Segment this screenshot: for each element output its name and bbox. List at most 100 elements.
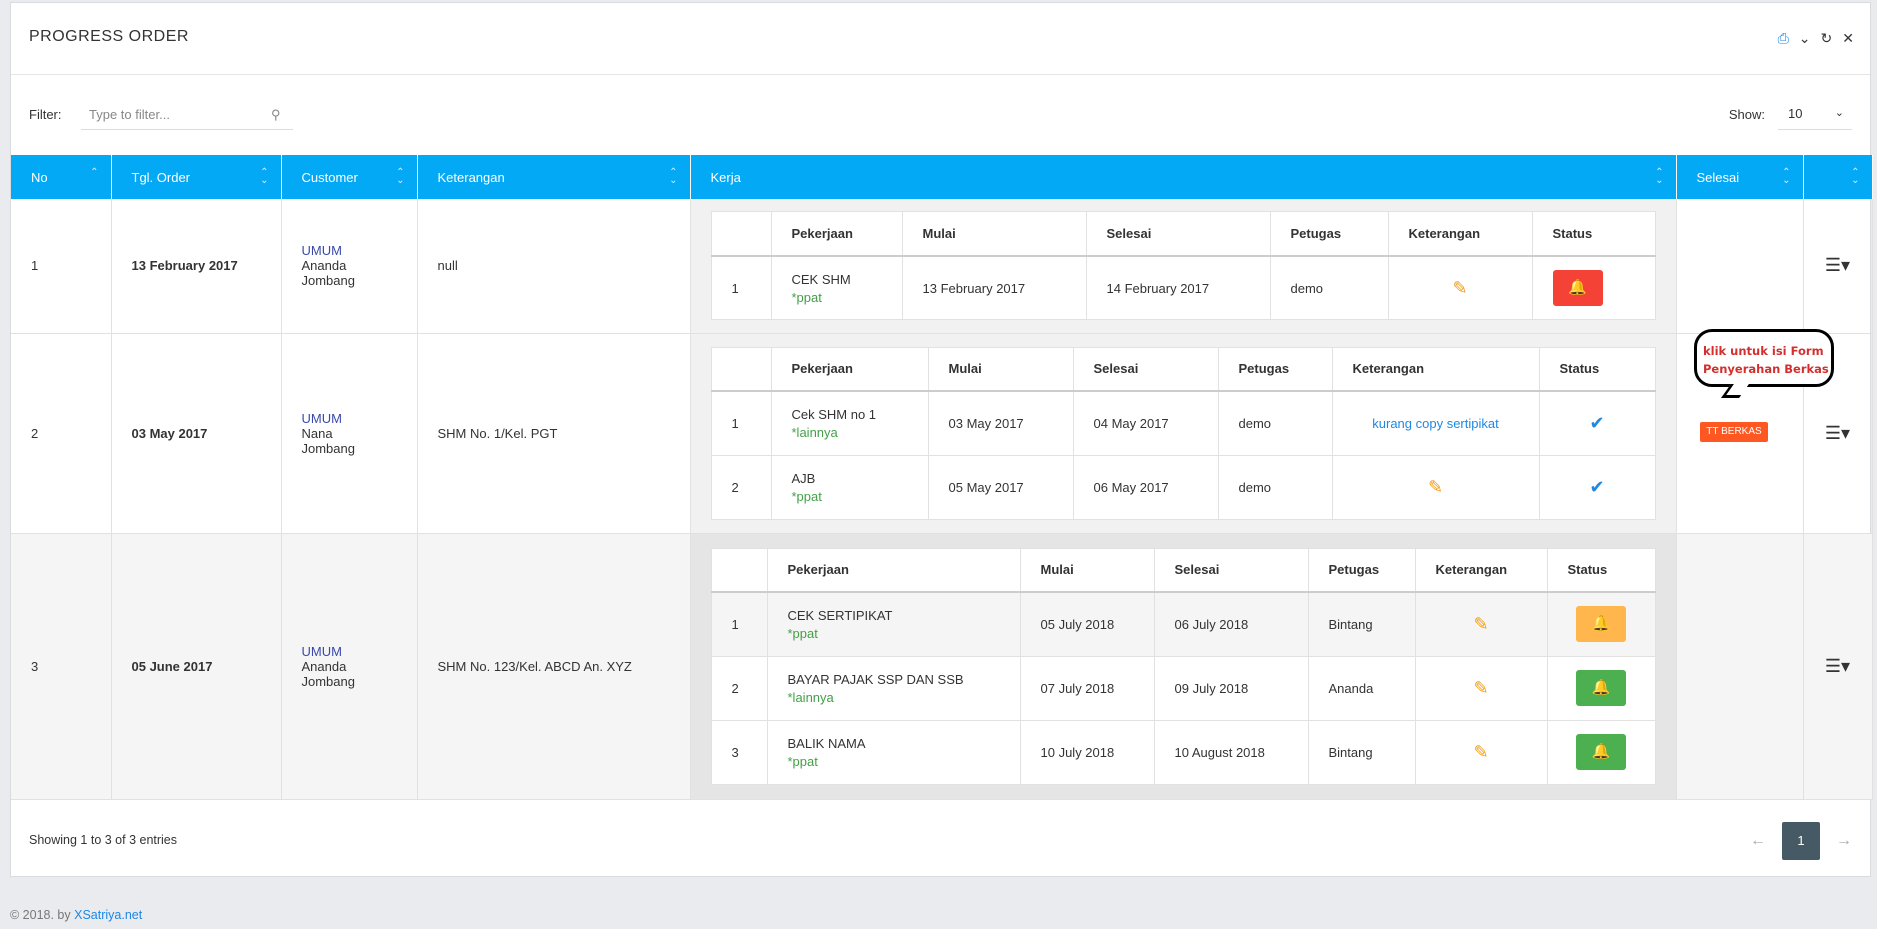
check-icon: ✔ bbox=[1589, 412, 1605, 433]
copyright: © 2018. by XSatriya.net bbox=[10, 908, 142, 922]
row-selesai bbox=[1676, 533, 1804, 800]
copyright-link[interactable]: XSatriya.net bbox=[74, 908, 143, 922]
kerja-row: 1 Cek SHM no 1 *lainnya 03 May 2017 04 Ma… bbox=[710, 390, 1656, 456]
sort-asc-icon: ⌃ bbox=[90, 167, 99, 178]
panel-header: PROGRESS ORDER ⎙ ⌄ ↻ ✕ bbox=[11, 3, 1870, 75]
print-icon[interactable]: ⎙ bbox=[1777, 30, 1789, 46]
menu-icon[interactable]: ☰▾ bbox=[1824, 655, 1851, 676]
kerja-subtable: Pekerjaan Mulai Selesai Petugas Keterangan St… bbox=[710, 211, 1656, 321]
page-button-1[interactable]: 1 bbox=[1782, 822, 1820, 860]
customer-city: Jombang bbox=[301, 440, 355, 456]
row-keterangan: SHM No. 1/Kel. PGT bbox=[417, 333, 691, 534]
show-label: Show: bbox=[1728, 107, 1765, 122]
filter-row: Filter: ⚲ Show: 10 ⌄ bbox=[11, 75, 1870, 155]
alarm-button[interactable]: 🔔 bbox=[1552, 270, 1603, 306]
pencil-icon[interactable]: ✎ bbox=[1452, 277, 1468, 298]
chevron-down-icon[interactable]: ⌄ bbox=[1798, 30, 1811, 46]
pencil-icon[interactable]: ✎ bbox=[1473, 613, 1489, 634]
pekerjaan-name: CEK SHM bbox=[791, 271, 851, 287]
row-kerja: Pekerjaan Mulai Selesai Petugas Keterangan St… bbox=[690, 533, 1677, 800]
row-no: 3 bbox=[11, 533, 112, 800]
column-header-keterangan[interactable]: Keterangan ⌃ ⌄ bbox=[417, 155, 691, 199]
order-table: No ⌃ Tgl. Order ⌃ ⌄ Customer ⌃ ⌄ Keterangan ⌃ ⌄… bbox=[11, 155, 1873, 800]
pekerjaan-tag: *lainnya bbox=[791, 424, 838, 440]
row-tgl-order: 03 May 2017 bbox=[111, 333, 282, 534]
search-icon: ⚲ bbox=[271, 107, 281, 122]
sort-icon: ⌃ ⌄ bbox=[1655, 167, 1664, 186]
table-row: 3 05 June 2017 UMUM Ananda Jombang SHM N… bbox=[11, 533, 1873, 800]
row-no: 1 bbox=[11, 199, 112, 334]
column-header-customer[interactable]: Customer ⌃ ⌄ bbox=[281, 155, 418, 199]
pekerjaan-tag: *ppat bbox=[787, 753, 818, 769]
row-kerja: Pekerjaan Mulai Selesai Petugas Keterangan St… bbox=[690, 199, 1677, 334]
keterangan-link[interactable]: kurang copy sertipikat bbox=[1372, 415, 1499, 431]
sub-header-petugas: Petugas bbox=[1269, 211, 1389, 257]
row-selesai bbox=[1676, 199, 1804, 334]
refresh-icon[interactable]: ↻ bbox=[1820, 30, 1833, 46]
callout-line-1: klik untuk isi Form bbox=[1703, 344, 1824, 358]
pekerjaan-tag: *ppat bbox=[791, 488, 822, 504]
close-icon[interactable]: ✕ bbox=[1842, 30, 1854, 46]
prev-page-button[interactable]: ← bbox=[1750, 832, 1766, 849]
row-customer: UMUM Ananda Jombang bbox=[281, 199, 418, 334]
progress-order-panel: PROGRESS ORDER ⎙ ⌄ ↻ ✕ Filter: ⚲ Show: 1… bbox=[10, 2, 1873, 877]
sort-icon: ⌃ ⌄ bbox=[1851, 167, 1860, 186]
sub-header-mulai: Mulai bbox=[901, 211, 1087, 257]
customer-type[interactable]: UMUM bbox=[301, 243, 342, 259]
next-page-button[interactable]: → bbox=[1836, 832, 1852, 849]
entries-info: Showing 1 to 3 of 3 entries bbox=[29, 833, 178, 847]
header-toolbar: ⎙ ⌄ ↻ ✕ bbox=[1778, 29, 1854, 47]
kerja-row: 1 CEK SHM *ppat 13 February 2017 14 Febru… bbox=[710, 255, 1656, 321]
pekerjaan-name: BAYAR PAJAK SSP DAN SSB bbox=[787, 671, 964, 687]
copyright-text: © 2018. by bbox=[10, 908, 75, 922]
column-header-kerja[interactable]: Kerja ⌃ ⌄ bbox=[690, 155, 1677, 199]
customer-type[interactable]: UMUM bbox=[301, 643, 342, 659]
column-header-selesai[interactable]: Selesai ⌃ ⌄ bbox=[1676, 155, 1804, 199]
table-footer: Showing 1 to 3 of 3 entries ← 1 → bbox=[11, 800, 1870, 876]
table-header-row: No ⌃ Tgl. Order ⌃ ⌄ Customer ⌃ ⌄ Keterangan ⌃ ⌄… bbox=[11, 155, 1873, 199]
column-header-actions[interactable]: ⌃ ⌄ bbox=[1803, 155, 1873, 199]
tt-berkas-button[interactable]: TT BERKAS bbox=[1700, 422, 1768, 442]
row-tgl-order: 05 June 2017 bbox=[111, 533, 282, 800]
pencil-icon[interactable]: ✎ bbox=[1473, 677, 1489, 698]
alarm-button[interactable]: 🔔 bbox=[1576, 606, 1626, 643]
page-size-select[interactable]: 10 ⌄ bbox=[1778, 100, 1852, 130]
row-keterangan: null bbox=[417, 199, 691, 334]
callout-annotation: klik untuk isi Form Penyerahan Berkas bbox=[1694, 329, 1834, 387]
pekerjaan-name: Cek SHM no 1 bbox=[791, 406, 877, 422]
filter-input[interactable] bbox=[81, 100, 293, 130]
page-title: PROGRESS ORDER bbox=[29, 28, 189, 45]
sub-header-selesai: Selesai bbox=[1085, 211, 1271, 257]
page-size-value: 10 bbox=[1788, 106, 1803, 121]
pekerjaan-tag: *ppat bbox=[787, 625, 818, 641]
pagination: ← 1 → bbox=[1750, 822, 1852, 860]
pencil-icon[interactable]: ✎ bbox=[1473, 741, 1489, 762]
menu-icon[interactable]: ☰▾ bbox=[1824, 255, 1851, 276]
customer-type[interactable]: UMUM bbox=[301, 410, 342, 426]
menu-icon[interactable]: ☰▾ bbox=[1824, 422, 1851, 443]
row-no: 2 bbox=[11, 333, 112, 534]
filter-label: Filter: bbox=[29, 107, 62, 122]
kerja-subtable: Pekerjaan Mulai Selesai Petugas Keterangan St… bbox=[710, 346, 1656, 520]
sort-icon: ⌃ ⌄ bbox=[396, 167, 405, 186]
column-header-no[interactable]: No ⌃ bbox=[11, 155, 112, 199]
kerja-row: 2 AJB *ppat 05 May 2017 06 May 2017 demo … bbox=[710, 454, 1656, 520]
sub-header-status: Status bbox=[1531, 211, 1656, 257]
row-keterangan: SHM No. 123/Kel. ABCD An. XYZ bbox=[417, 533, 691, 800]
table-row: 2 03 May 2017 UMUM Nana Jombang SHM No. … bbox=[11, 333, 1873, 534]
alarm-button[interactable]: 🔔 bbox=[1576, 670, 1626, 706]
row-kerja: Pekerjaan Mulai Selesai Petugas Keterangan St… bbox=[690, 333, 1677, 534]
pekerjaan-name: BALIK NAMA bbox=[787, 735, 866, 751]
customer-name: Ananda bbox=[301, 658, 347, 674]
alarm-button[interactable]: 🔔 bbox=[1576, 734, 1626, 770]
customer-city: Jombang bbox=[301, 673, 355, 689]
kerja-subtable: Pekerjaan Mulai Selesai Petugas Keterangan St… bbox=[710, 547, 1656, 785]
sort-icon: ⌃ ⌄ bbox=[669, 167, 678, 186]
row-customer: UMUM Nana Jombang bbox=[281, 333, 418, 534]
pekerjaan-tag: *ppat bbox=[791, 289, 822, 305]
pekerjaan-name: AJB bbox=[791, 470, 816, 486]
pencil-icon[interactable]: ✎ bbox=[1427, 476, 1444, 497]
customer-city: Jombang bbox=[301, 273, 355, 289]
column-header-tgl-order[interactable]: Tgl. Order ⌃ ⌄ bbox=[111, 155, 282, 199]
kerja-row: 2 BAYAR PAJAK SSP DAN SSB *lainnya 07 Jul… bbox=[710, 655, 1656, 721]
